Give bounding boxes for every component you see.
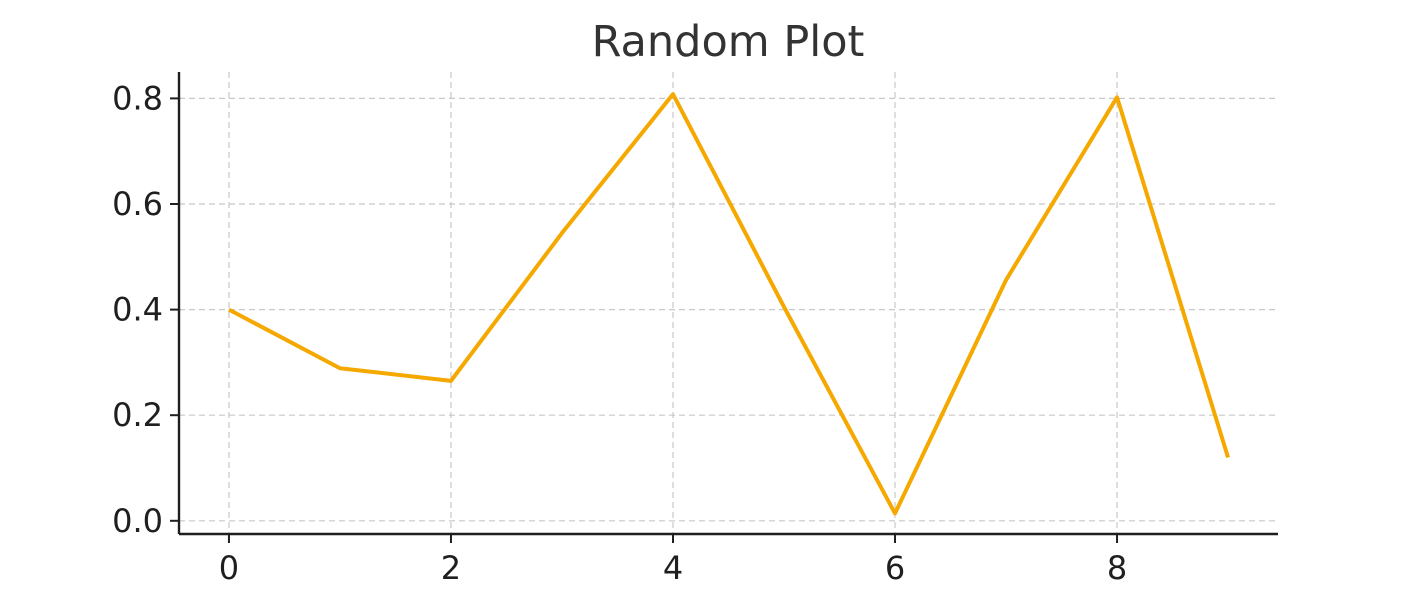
y-tick-label: 0.4	[112, 291, 163, 329]
y-tick-label: 0.2	[112, 396, 163, 434]
x-tick-label: 6	[885, 549, 905, 587]
series-layer	[228, 92, 1230, 516]
x-tick-label: 0	[219, 549, 239, 587]
series-line	[228, 92, 1230, 516]
axes	[177, 72, 1278, 536]
x-tick-label: 2	[441, 549, 461, 587]
x-tick-label: 4	[663, 549, 683, 587]
grid-lines	[179, 72, 1278, 534]
chart-title: Random Plot	[592, 17, 865, 67]
y-tick-label: 0.8	[112, 79, 163, 117]
y-tick-label: 0.6	[112, 185, 163, 223]
x-tick-label: 8	[1107, 549, 1127, 587]
y-tick-label: 0.0	[112, 502, 163, 540]
ticks: 0 2 4 6 8 0.0 0.2 0.4 0.6 0.8	[112, 79, 1127, 587]
